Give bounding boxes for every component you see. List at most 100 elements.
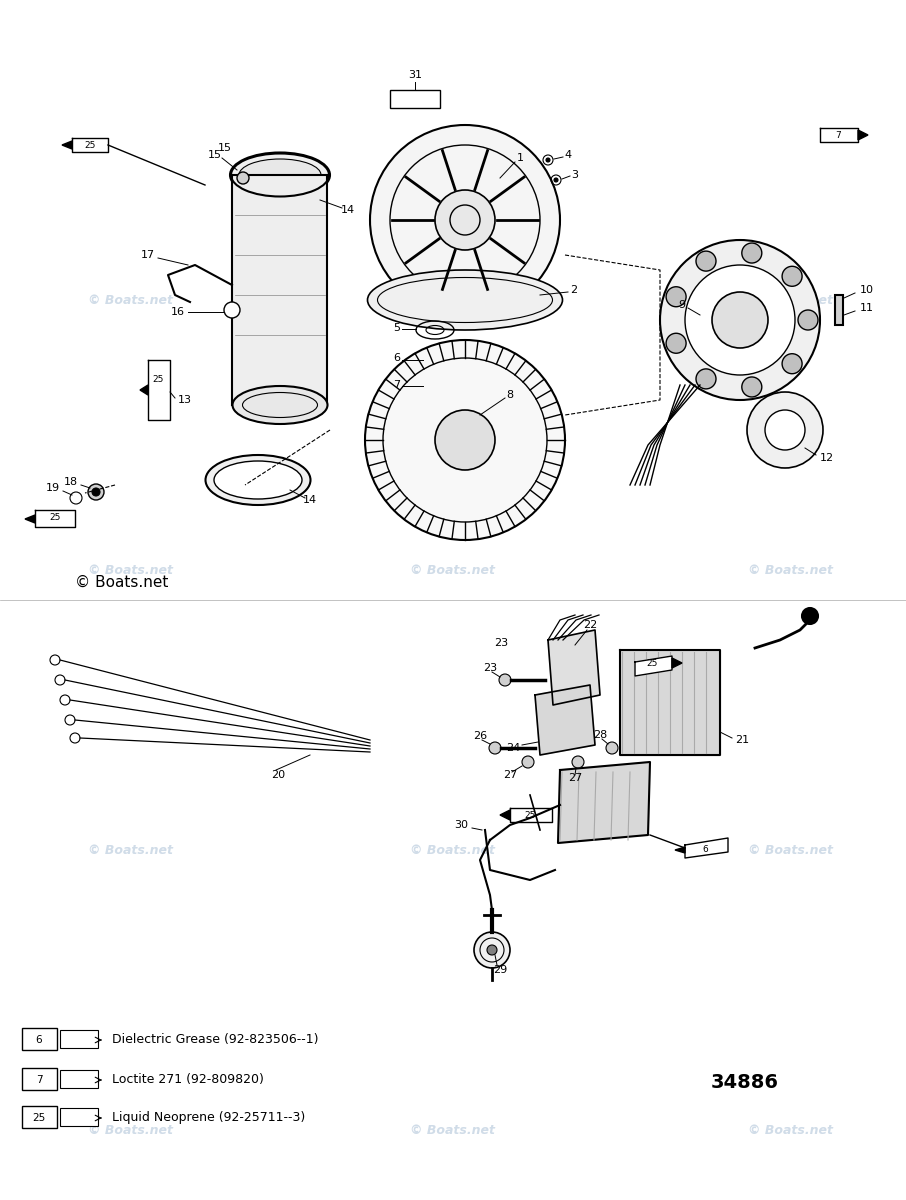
Polygon shape (535, 685, 595, 755)
Text: 5: 5 (393, 323, 400, 332)
Text: 17: 17 (140, 250, 155, 260)
Text: © Boats.net: © Boats.net (88, 564, 172, 576)
Text: © Boats.net: © Boats.net (75, 575, 169, 590)
Polygon shape (635, 656, 672, 676)
Text: 26: 26 (473, 731, 487, 740)
Text: 18: 18 (64, 476, 78, 487)
Circle shape (782, 354, 802, 373)
Circle shape (224, 302, 240, 318)
Ellipse shape (368, 270, 563, 330)
Bar (60, 1108, 98, 1126)
Circle shape (546, 158, 550, 162)
Circle shape (88, 484, 104, 500)
Text: 7: 7 (835, 131, 841, 139)
Text: 15: 15 (208, 150, 222, 160)
Text: 13: 13 (178, 395, 192, 404)
Text: 28: 28 (593, 730, 607, 740)
Text: 6: 6 (393, 353, 400, 362)
Text: Dielectric Grease (92-823506--1): Dielectric Grease (92-823506--1) (112, 1033, 319, 1046)
Polygon shape (672, 658, 682, 668)
Bar (22, 1068, 57, 1090)
Bar (232, 175, 327, 404)
Circle shape (782, 266, 802, 287)
Polygon shape (148, 360, 170, 420)
Circle shape (666, 334, 686, 353)
Text: 3: 3 (572, 170, 579, 180)
Ellipse shape (214, 461, 302, 499)
Circle shape (572, 756, 584, 768)
Text: © Boats.net: © Boats.net (410, 294, 496, 306)
Text: 1: 1 (516, 152, 524, 163)
Text: Loctite 271 (92-809820): Loctite 271 (92-809820) (112, 1074, 264, 1086)
Text: © Boats.net: © Boats.net (410, 564, 496, 576)
Text: 25: 25 (33, 1114, 45, 1123)
Circle shape (474, 932, 510, 968)
Text: 25: 25 (152, 376, 164, 384)
Text: 19: 19 (46, 482, 60, 493)
Bar (60, 1030, 98, 1048)
Circle shape (435, 190, 495, 250)
Text: 27: 27 (503, 770, 517, 780)
Circle shape (237, 172, 249, 184)
Circle shape (798, 310, 818, 330)
Circle shape (522, 756, 534, 768)
Text: 16: 16 (171, 307, 185, 317)
Text: Liquid Neoprene (92-25711--3): Liquid Neoprene (92-25711--3) (112, 1111, 305, 1124)
Circle shape (660, 240, 820, 400)
Text: 7: 7 (393, 380, 400, 390)
Text: 9: 9 (678, 300, 685, 310)
Ellipse shape (239, 158, 321, 191)
Circle shape (92, 488, 100, 496)
Text: © Boats.net: © Boats.net (747, 844, 833, 857)
Ellipse shape (378, 277, 553, 323)
Text: 6: 6 (35, 1034, 43, 1045)
Polygon shape (35, 510, 75, 527)
Circle shape (666, 287, 686, 307)
Polygon shape (820, 128, 858, 142)
Circle shape (606, 742, 618, 754)
Polygon shape (858, 130, 868, 140)
Polygon shape (675, 847, 685, 853)
Ellipse shape (206, 455, 311, 505)
Circle shape (802, 608, 818, 624)
Bar (60, 1070, 98, 1088)
Text: 11: 11 (860, 302, 874, 313)
Polygon shape (62, 140, 72, 149)
Text: 22: 22 (583, 620, 597, 630)
Circle shape (489, 742, 501, 754)
Text: © Boats.net: © Boats.net (747, 1123, 833, 1136)
Text: © Boats.net: © Boats.net (410, 1123, 496, 1136)
Text: 15: 15 (218, 143, 232, 152)
Text: © Boats.net: © Boats.net (88, 844, 172, 857)
Bar (390, 90, 440, 108)
Ellipse shape (233, 386, 327, 424)
Text: © Boats.net: © Boats.net (88, 1123, 172, 1136)
Text: 21: 21 (735, 734, 749, 745)
Polygon shape (500, 810, 510, 820)
Text: 27: 27 (568, 773, 583, 782)
Text: 14: 14 (303, 494, 317, 505)
Polygon shape (558, 762, 650, 842)
Text: 25: 25 (525, 810, 535, 820)
Circle shape (370, 125, 560, 314)
Text: 7: 7 (35, 1075, 43, 1085)
Polygon shape (140, 385, 148, 395)
Polygon shape (510, 808, 552, 822)
Text: 24: 24 (506, 743, 520, 754)
Text: © Boats.net: © Boats.net (410, 844, 496, 857)
Circle shape (554, 178, 558, 182)
Bar (835, 295, 843, 325)
Text: 12: 12 (820, 452, 834, 463)
Circle shape (70, 492, 82, 504)
Ellipse shape (230, 152, 330, 198)
Circle shape (435, 410, 495, 470)
Text: 8: 8 (506, 390, 514, 400)
Polygon shape (25, 515, 35, 523)
Circle shape (365, 340, 565, 540)
Polygon shape (620, 650, 720, 755)
Text: 20: 20 (271, 770, 285, 780)
Polygon shape (685, 838, 728, 858)
Bar (22, 1028, 57, 1050)
Text: 23: 23 (483, 662, 497, 673)
Text: 25: 25 (49, 514, 61, 522)
